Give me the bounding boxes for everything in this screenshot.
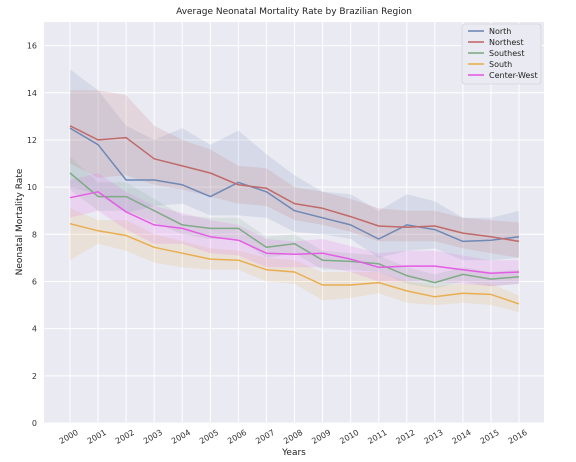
legend-label-north: North xyxy=(489,27,511,36)
legend-box xyxy=(461,23,542,85)
legend-label-southest: Southest xyxy=(489,49,524,58)
band-center-west xyxy=(70,173,519,287)
y-axis-title: Neonatal Mortality Rate xyxy=(15,168,25,275)
line-southest xyxy=(69,172,520,284)
confidence-bands xyxy=(70,69,519,313)
x-axis-title: Years xyxy=(281,448,306,458)
y-tick-label: 0 xyxy=(32,419,37,428)
band-north xyxy=(70,69,519,261)
legend: North Northest Southest South Center-West xyxy=(461,23,542,85)
y-tick-label: 16 xyxy=(27,42,37,51)
y-tick-label: 10 xyxy=(27,183,37,192)
y-tick-label: 8 xyxy=(32,230,37,239)
grid-layer xyxy=(44,22,544,424)
legend-label-northest: Northest xyxy=(489,38,524,47)
y-tick-label: 2 xyxy=(32,372,37,381)
series-lines xyxy=(69,125,520,305)
y-axis-ticks: 0 2 4 6 8 10 12 14 16 xyxy=(27,42,37,428)
y-tick-label: 12 xyxy=(27,136,37,145)
chart-title: Average Neonatal Mortality Rate by Brazi… xyxy=(176,7,412,17)
y-tick-label: 6 xyxy=(32,277,37,286)
line-north xyxy=(69,127,520,243)
band-southest xyxy=(70,156,519,289)
band-northest xyxy=(70,90,519,258)
legend-items: North Northest Southest South Center-West xyxy=(468,27,538,80)
line-northest xyxy=(69,125,520,243)
y-tick-label: 14 xyxy=(27,89,37,98)
y-tick-label: 4 xyxy=(32,325,37,334)
band-south xyxy=(70,208,519,313)
legend-label-south: South xyxy=(489,60,512,69)
line-center-west xyxy=(69,191,520,274)
line-south xyxy=(69,222,520,305)
legend-label-center-west: Center-West xyxy=(489,71,538,80)
